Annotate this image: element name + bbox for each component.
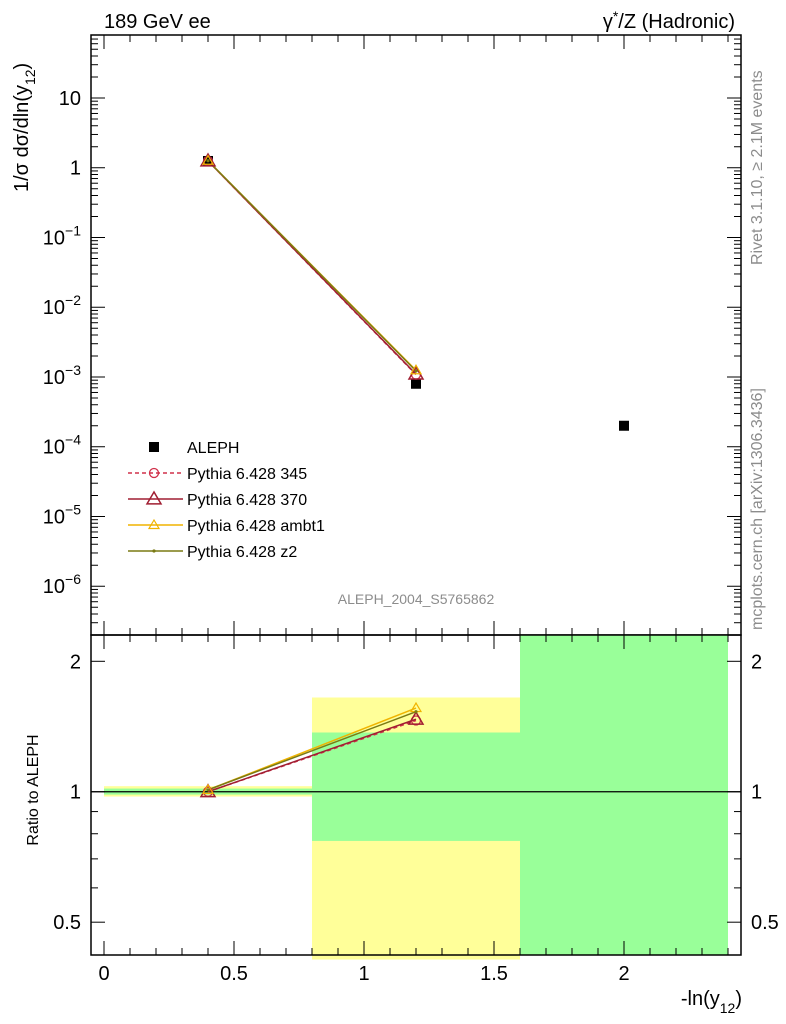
rivet-label: Rivet 3.1.10, ≥ 2.1M events — [749, 70, 766, 265]
ratio-band-green — [520, 635, 728, 955]
header-right: γ*/Z (Hadronic) — [603, 8, 735, 33]
aleph-point — [619, 420, 629, 431]
legend-label: Pythia 6.428 370 — [187, 492, 307, 509]
header-right-rest: /Z (Hadronic) — [618, 11, 735, 33]
ratio-xtick-label: 1.5 — [480, 963, 508, 985]
ratio-xlabel-sub: 12 — [720, 1000, 736, 1016]
pythia-ambt1-point — [201, 154, 215, 165]
legend-item: Pythia 6.428 370 — [128, 490, 307, 509]
main-ticks: 10 1 10−1 10−2 10−3 10−4 10−5 10−6 — [43, 34, 741, 636]
ratio-panel: 0 0.5 1 1.5 20.5 0.51 12 2 Ratio to ALEPH -ln(y… — [25, 634, 779, 1016]
legend-label: Pythia 6.428 ambt1 — [187, 518, 325, 535]
pythia-345-point — [148, 467, 160, 479]
legend-item: Pythia 6.428 ambt1 — [128, 518, 325, 535]
main-ylabel-sub: 12 — [22, 69, 38, 85]
header-left: 189 GeV ee — [104, 11, 211, 33]
ratio-ytick-label-left: 1 — [70, 782, 81, 804]
main-series-line — [207, 160, 417, 372]
legend-label: Pythia 6.428 345 — [187, 466, 307, 483]
main-ytick-label: 10−3 — [43, 362, 81, 389]
legend: ALEPH Pythia 6.428 345 Pythia 6.428 370 Pyt… — [128, 440, 325, 561]
main-panel: 10 1 10−1 10−2 10−3 10−4 10−5 10−6 1/σ dσ/dln(y… — [11, 34, 742, 636]
pythia-370-point — [199, 152, 217, 167]
pythia-z2-point — [206, 788, 210, 792]
legend-item: ALEPH — [149, 440, 239, 457]
ratio-ytick-label-right: 2 — [751, 651, 762, 673]
main-markers — [199, 152, 629, 431]
pythia-ambt1-point — [409, 364, 423, 375]
header-right-sup: * — [613, 8, 619, 24]
ratio-ylabel: Ratio to ALEPH — [25, 734, 42, 845]
aleph-point — [149, 442, 159, 452]
main-ytick-label: 10−5 — [43, 501, 81, 528]
pythia-370-point — [407, 710, 425, 725]
pythia-z2-point — [414, 710, 418, 714]
ratio-xtick-label: 0 — [98, 963, 109, 985]
main-ylabel: 1/σ dσ/dln(y12) — [11, 63, 38, 192]
ratio-ytick-label-left: 2 — [70, 651, 81, 673]
watermark: ALEPH_2004_S5765862 — [338, 591, 495, 607]
pythia-ambt1-point — [201, 783, 215, 794]
ratio-frame — [90, 634, 742, 956]
ratio-series-line — [207, 718, 417, 793]
ratio-markers — [199, 701, 425, 798]
main-ytick-label: 10−1 — [43, 222, 81, 249]
pythia-370-point — [145, 490, 163, 505]
mcplots-label: mcplots.cern.ch [arXiv:1306.3436] — [749, 388, 766, 630]
main-ytick-label: 10−6 — [43, 571, 81, 598]
aleph-point — [411, 378, 421, 389]
ratio-bands — [104, 635, 728, 960]
pythia-z2-point — [152, 549, 156, 553]
ratio-xtick-label: 2 — [618, 963, 629, 985]
ratio-ytick-label-right: 0.5 — [751, 912, 779, 934]
main-ytick-label: 10−2 — [43, 292, 81, 319]
ratio-xtick-label: 1 — [358, 963, 369, 985]
legend-label: Pythia 6.428 z2 — [187, 544, 297, 561]
pythia-370-point — [407, 365, 425, 380]
ratio-xlabel: -ln(y12) — [681, 988, 742, 1016]
ratio-xtick-label: 0.5 — [220, 963, 248, 985]
ratio-ytick-label-left: 0.5 — [53, 912, 81, 934]
main-series-lines — [207, 160, 417, 376]
main-ytick-label: 1 — [70, 158, 81, 180]
ratio-band-green — [312, 732, 520, 841]
ratio-series-line — [207, 711, 417, 791]
legend-item: Pythia 6.428 345 — [128, 466, 307, 483]
pythia-z2-point — [414, 369, 418, 373]
main-ytick-label: 10 — [59, 88, 81, 110]
legend-label: ALEPH — [187, 440, 239, 457]
main-ytick-label: 10−4 — [43, 432, 81, 459]
pythia-ambt1-point — [147, 518, 161, 530]
ratio-series-lines — [207, 707, 417, 793]
pythia-z2-point — [206, 159, 210, 163]
ratio-ytick-label-right: 1 — [751, 782, 762, 804]
ratio-ticks: 0 0.5 1 1.5 2 0.5 0.5 1 1 2 2 — [53, 635, 779, 985]
legend-item: Pythia 6.428 z2 — [128, 544, 297, 561]
